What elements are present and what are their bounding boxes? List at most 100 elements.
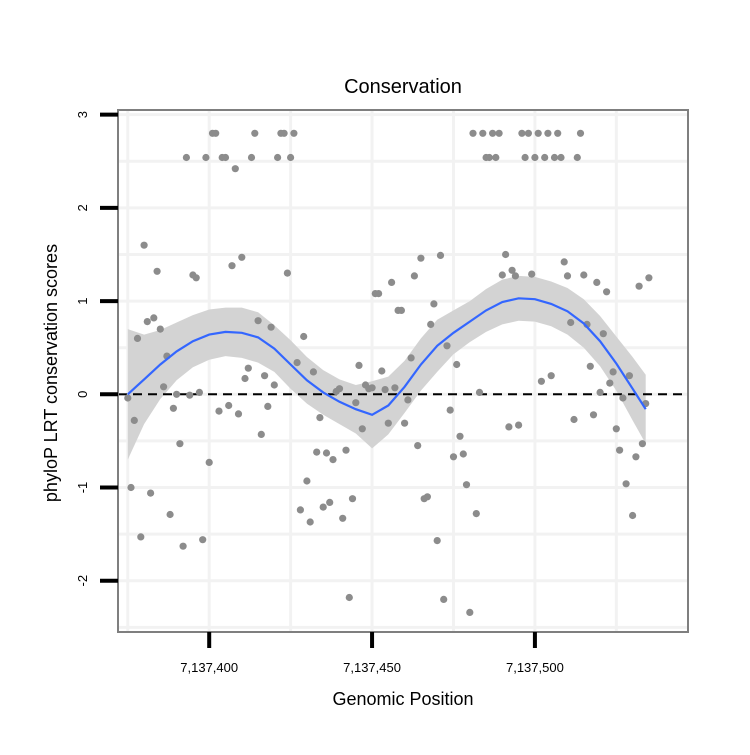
data-point — [150, 314, 158, 322]
data-point — [322, 449, 331, 457]
data-point — [339, 514, 347, 522]
data-point — [603, 288, 611, 296]
data-point — [234, 410, 243, 418]
data-point — [586, 362, 594, 370]
data-point — [306, 518, 314, 526]
y-tick-label: 3 — [75, 111, 90, 118]
data-point — [345, 593, 353, 602]
y-tick-label: -2 — [75, 575, 90, 587]
data-point — [176, 440, 184, 448]
data-point — [531, 153, 539, 162]
axis-ticks: 7,137,400 7,137,450 7,137,500 -2 -1 0 1 2 3 — [75, 111, 564, 675]
data-point — [554, 129, 562, 137]
data-point — [544, 129, 552, 137]
data-point — [280, 129, 288, 137]
data-point — [143, 318, 151, 326]
data-point — [153, 267, 161, 275]
data-point — [489, 129, 497, 137]
data-point — [166, 510, 174, 519]
data-point — [124, 394, 132, 402]
data-point — [140, 241, 148, 249]
data-point — [173, 390, 181, 398]
panel-border — [117, 109, 689, 633]
smooth-line — [127, 297, 647, 417]
data-point — [127, 483, 135, 492]
y-tick-label: 2 — [75, 204, 90, 211]
data-point — [638, 440, 647, 448]
data-point — [241, 374, 249, 383]
data-point — [195, 388, 203, 396]
data-point — [560, 258, 568, 266]
data-point — [205, 458, 213, 466]
data-point — [381, 386, 389, 394]
y-tick-label: 0 — [75, 391, 90, 398]
data-point — [169, 404, 177, 412]
data-points — [124, 129, 653, 617]
data-point — [521, 153, 529, 162]
data-point — [479, 129, 487, 137]
data-point — [492, 153, 500, 162]
data-point — [335, 385, 344, 393]
data-point — [573, 153, 581, 162]
data-point — [261, 372, 269, 380]
data-point — [212, 129, 220, 137]
data-point — [378, 367, 386, 375]
data-point — [410, 272, 418, 280]
data-point — [508, 266, 516, 274]
data-point — [192, 274, 200, 282]
data-point — [606, 379, 614, 387]
data-point — [228, 262, 236, 270]
data-point — [635, 282, 643, 290]
data-point — [502, 250, 510, 259]
data-point — [156, 325, 164, 333]
data-point — [430, 300, 438, 308]
data-point — [456, 432, 464, 440]
data-point — [459, 450, 467, 458]
data-point — [270, 381, 278, 389]
data-point — [267, 323, 275, 331]
data-point — [557, 153, 565, 162]
data-point — [462, 481, 471, 489]
x-tick-label: 7,137,400 — [180, 660, 238, 675]
data-point — [475, 388, 484, 396]
chart-title: Conservation — [344, 76, 462, 98]
y-tick-label: 1 — [75, 297, 90, 304]
data-point — [133, 334, 142, 342]
data-point — [257, 430, 265, 438]
data-point — [466, 608, 474, 617]
data-point — [616, 446, 624, 454]
data-point — [589, 411, 598, 419]
data-point — [251, 129, 259, 137]
x-tick-label: 7,137,500 — [506, 660, 564, 675]
data-point — [632, 453, 640, 461]
data-point — [436, 251, 445, 259]
smooth-curve — [127, 297, 647, 417]
data-point — [619, 394, 627, 402]
data-point — [570, 415, 578, 424]
data-point — [576, 129, 585, 137]
data-point — [417, 254, 425, 262]
data-point — [625, 372, 634, 380]
data-point — [326, 498, 334, 506]
data-point — [215, 407, 223, 415]
data-point — [137, 533, 145, 541]
data-point — [225, 401, 233, 410]
data-point — [388, 278, 396, 286]
data-point — [231, 165, 239, 173]
data-point — [319, 503, 327, 511]
data-point — [443, 342, 451, 350]
data-point — [511, 272, 519, 280]
data-point — [414, 442, 422, 450]
data-point — [563, 272, 572, 280]
data-point — [580, 271, 588, 279]
data-point — [238, 253, 246, 261]
data-point — [449, 453, 458, 461]
data-point — [391, 384, 399, 392]
data-point — [179, 542, 187, 550]
data-point — [547, 372, 555, 380]
data-point — [593, 278, 601, 286]
data-point — [515, 421, 523, 429]
data-point — [528, 270, 536, 278]
data-point — [407, 354, 415, 362]
data-point — [287, 153, 295, 162]
